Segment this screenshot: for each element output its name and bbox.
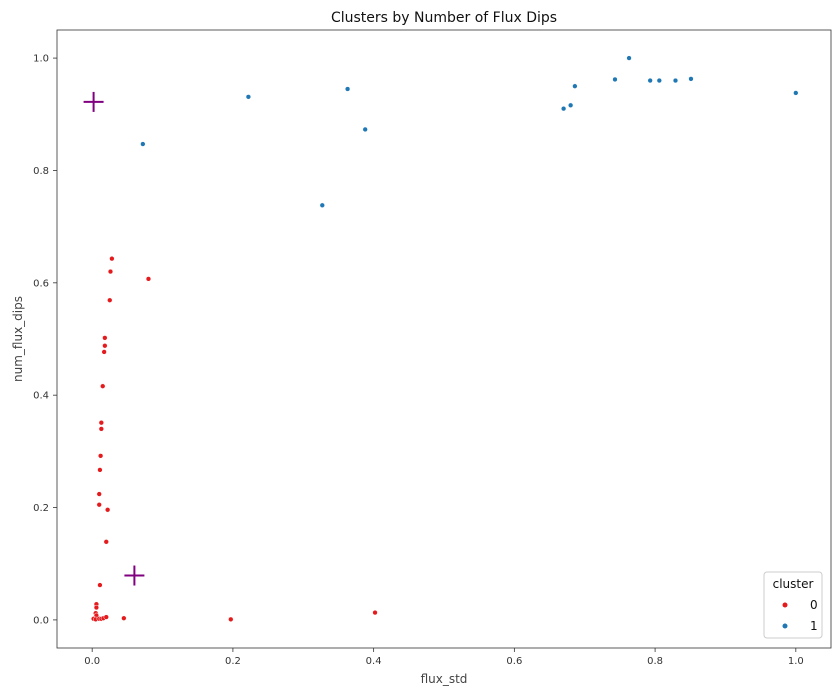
cluster-0-point (97, 453, 104, 459)
x-tick-label: 1.0 (788, 656, 804, 667)
cluster-1-point (362, 126, 368, 133)
legend-label-1: 1 (810, 619, 818, 633)
cluster-0-point (103, 614, 109, 620)
centroid-marker (124, 565, 145, 586)
cluster-1-point (572, 83, 578, 89)
legend-title: cluster (773, 577, 814, 591)
cluster-0-point (98, 426, 104, 432)
cluster-1-point (656, 77, 662, 84)
legend-marker-1 (782, 623, 788, 629)
data-points (90, 55, 799, 622)
cluster-1-point (319, 202, 325, 208)
y-tick-label: 0.0 (33, 615, 49, 626)
cluster-1-point (245, 94, 252, 100)
y-tick-label: 0.6 (33, 278, 49, 289)
cluster-0-point (93, 604, 100, 611)
y-tick-label: 0.4 (33, 391, 49, 402)
centroid-marker (83, 91, 104, 112)
cluster-0-point (96, 491, 102, 497)
legend: cluster 0 1 (763, 571, 823, 639)
x-tick-label: 0.0 (84, 656, 100, 667)
cluster-1-point (568, 102, 574, 108)
y-axis-ticks: 0.0 0.2 0.4 0.6 0.8 1.0 (33, 54, 57, 626)
x-tick-label: 0.4 (366, 656, 382, 667)
cluster-0-point (121, 615, 127, 621)
cluster-0-point (98, 420, 104, 426)
cluster-0-point (107, 297, 113, 303)
cluster-1-point (793, 90, 799, 96)
cluster-0-point (145, 276, 152, 282)
cluster-0-point (100, 383, 106, 389)
cluster-0-point (97, 582, 103, 588)
y-axis-label: num_flux_dips (11, 296, 25, 382)
y-tick-label: 0.2 (33, 503, 49, 514)
cluster-0-point (105, 507, 111, 513)
cluster-1-point (626, 55, 632, 61)
x-tick-label: 0.2 (225, 656, 241, 667)
cluster-0-point (228, 616, 234, 622)
legend-label-0: 0 (810, 598, 818, 612)
chart-title: Clusters by Number of Flux Dips (331, 10, 557, 26)
cluster-0-point (101, 349, 107, 355)
cluster-1-point (612, 76, 618, 83)
cluster-1-point (560, 106, 567, 112)
legend-box (763, 571, 823, 639)
centroid-markers (83, 91, 145, 586)
x-axis-ticks: 0.0 0.2 0.4 0.6 0.8 1.0 (84, 648, 804, 667)
cluster-1-point (140, 141, 146, 147)
cluster-1-point (688, 76, 694, 82)
legend-marker-0 (782, 602, 788, 608)
x-tick-label: 0.8 (647, 656, 663, 667)
cluster-0-point (372, 609, 378, 616)
x-axis-label: flux_std (421, 672, 468, 686)
cluster-0-point (96, 502, 102, 508)
x-tick-label: 0.6 (506, 656, 522, 667)
plot-area (56, 29, 832, 649)
cluster-0-point (107, 268, 114, 275)
y-tick-label: 0.8 (33, 166, 49, 177)
cluster-0-point (97, 467, 103, 473)
cluster-0-point (109, 256, 115, 262)
cluster-0-point (102, 335, 108, 341)
cluster-1-point (672, 77, 679, 84)
y-tick-label: 1.0 (33, 54, 49, 65)
cluster-0-point (103, 539, 109, 545)
cluster-1-point (344, 86, 351, 92)
cluster-1-point (647, 77, 653, 84)
cluster-0-point (102, 343, 108, 349)
